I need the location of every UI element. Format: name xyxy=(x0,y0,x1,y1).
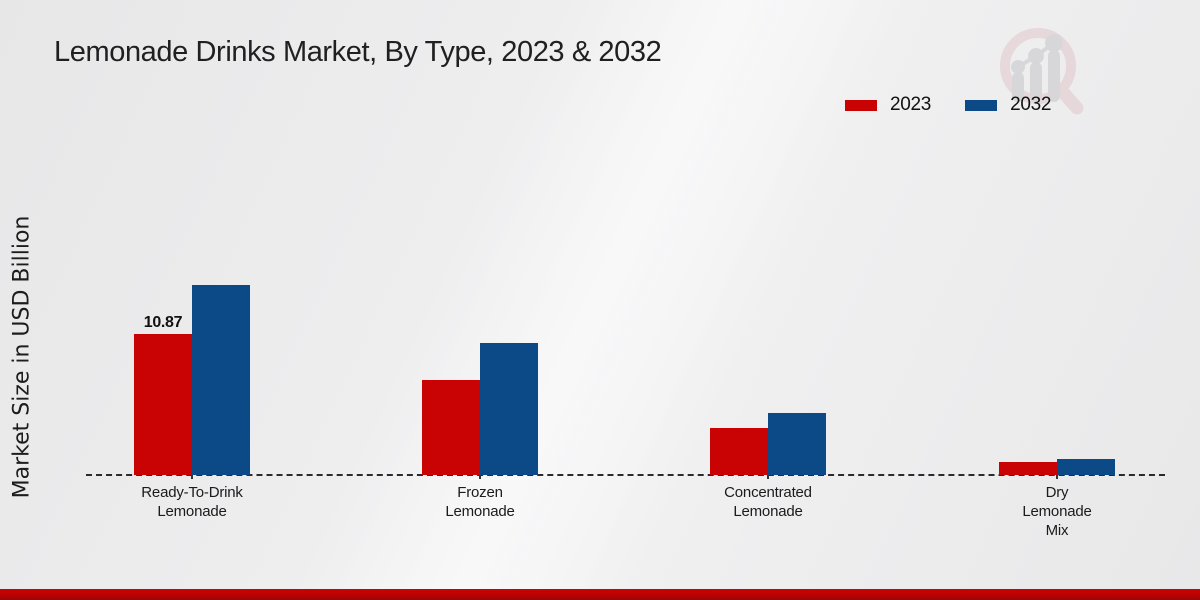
bar-2032-cat2 xyxy=(768,413,826,475)
magnifier-bar-chart-logo-icon xyxy=(1000,28,1084,115)
x-axis-baseline xyxy=(86,474,1165,476)
legend: 2023 2032 xyxy=(845,94,1051,116)
footer-accent-bar xyxy=(0,589,1200,600)
category-label-cat1: Frozen Lemonade xyxy=(445,484,515,520)
bar-2032-cat1 xyxy=(480,343,538,475)
legend-item-2023: 2023 xyxy=(845,94,931,116)
category-label-cat2: Concentrated Lemonade xyxy=(724,484,812,520)
x-axis-tick-cat0 xyxy=(191,475,193,479)
legend-label-2023: 2023 xyxy=(890,94,932,115)
x-axis-tick-cat2 xyxy=(767,475,769,479)
category-label-cat0: Ready-To-Drink Lemonade xyxy=(141,484,243,520)
x-axis-tick-cat3 xyxy=(1056,475,1058,479)
bar-2023-cat0 xyxy=(134,334,192,475)
data-label-2023-cat0: 10.87 xyxy=(143,314,183,331)
legend-swatch-2023 xyxy=(845,99,877,111)
category-label-cat3: Dry Lemonade Mix xyxy=(1022,484,1092,539)
bar-2023-cat3 xyxy=(999,462,1057,475)
chart-title: Lemonade Drinks Market, By Type, 2023 & … xyxy=(54,36,662,68)
bar-2032-cat3 xyxy=(1057,459,1115,475)
y-axis-label: Market Size in USD Billion xyxy=(9,215,35,499)
legend-label-2032: 2032 xyxy=(1010,94,1052,115)
bar-2023-cat2 xyxy=(710,428,768,475)
x-axis-tick-cat1 xyxy=(479,475,481,479)
bar-2023-cat1 xyxy=(422,380,480,475)
legend-swatch-2032 xyxy=(965,99,998,111)
bar-2032-cat0 xyxy=(192,285,250,475)
legend-item-2032: 2032 xyxy=(965,94,1051,116)
